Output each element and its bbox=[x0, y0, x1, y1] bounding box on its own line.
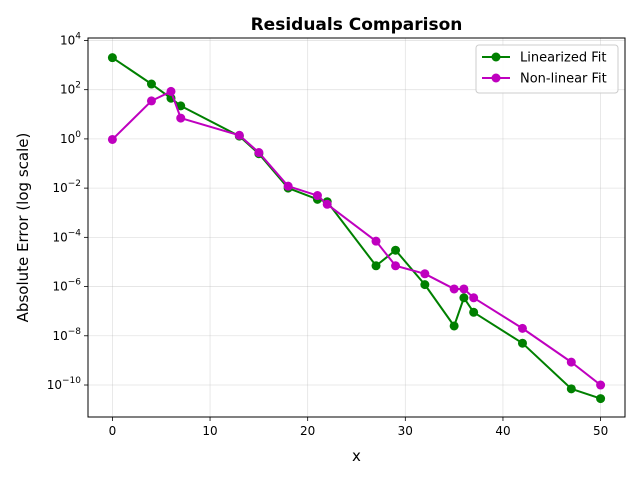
x-axis-label: x bbox=[352, 447, 361, 465]
x-tick-label: 30 bbox=[398, 424, 413, 438]
data-point-nonlinear bbox=[596, 380, 606, 390]
data-point-nonlinear bbox=[371, 236, 381, 246]
data-point-nonlinear bbox=[391, 261, 401, 271]
data-point-linearized bbox=[469, 307, 479, 317]
x-tick-label: 0 bbox=[109, 424, 117, 438]
data-point-nonlinear bbox=[107, 134, 117, 144]
x-tick-label: 20 bbox=[300, 424, 315, 438]
data-point-linearized bbox=[107, 53, 117, 63]
data-point-nonlinear bbox=[517, 323, 527, 333]
data-point-nonlinear bbox=[283, 181, 293, 191]
data-point-nonlinear bbox=[146, 96, 156, 106]
y-tick-label: 10−8 bbox=[52, 327, 81, 343]
legend-label-nonlinear: Non-linear Fit bbox=[520, 72, 607, 87]
y-tick-label: 104 bbox=[60, 31, 81, 47]
y-tick-label: 100 bbox=[60, 130, 81, 146]
data-point-linearized bbox=[420, 280, 430, 290]
data-point-nonlinear bbox=[449, 284, 459, 294]
x-tick-label: 40 bbox=[495, 424, 510, 438]
y-tick-label: 102 bbox=[60, 81, 81, 97]
legend-box bbox=[475, 44, 619, 94]
data-point-nonlinear bbox=[469, 293, 479, 303]
x-axis-ticks: 0 10 20 30 40 50 bbox=[109, 417, 608, 438]
series-line-linearized bbox=[111, 56, 601, 400]
series-layer bbox=[107, 53, 606, 404]
legend: Linearized Fit Non-linear Fit bbox=[475, 44, 619, 94]
data-point-linearized bbox=[517, 338, 527, 348]
series-line-nonlinear bbox=[111, 90, 602, 386]
legend-label-linearized: Linearized Fit bbox=[520, 51, 606, 66]
legend-marker-linearized bbox=[491, 52, 501, 62]
chart-title: Residuals Comparison bbox=[251, 15, 463, 35]
plot-area-frame bbox=[87, 37, 626, 418]
data-point-linearized bbox=[371, 261, 381, 271]
data-point-linearized bbox=[566, 384, 576, 394]
y-tick-label: 10−6 bbox=[52, 278, 81, 294]
data-point-linearized bbox=[176, 101, 186, 111]
data-point-nonlinear bbox=[254, 148, 264, 158]
y-axis-ticks: 10−10 10−8 10−6 10−4 10−2 100 102 104 bbox=[47, 31, 88, 392]
data-point-nonlinear bbox=[176, 113, 186, 123]
y-axis-label: Absolute Error (log scale) bbox=[14, 133, 32, 323]
data-point-nonlinear bbox=[420, 269, 430, 279]
data-point-linearized bbox=[596, 394, 606, 404]
y-tick-label: 10−10 bbox=[47, 376, 82, 392]
data-point-linearized bbox=[391, 245, 401, 255]
y-tick-label: 10−2 bbox=[52, 179, 81, 195]
data-point-nonlinear bbox=[459, 284, 469, 294]
data-point-linearized bbox=[449, 321, 459, 331]
legend-marker-nonlinear bbox=[491, 73, 501, 83]
data-point-nonlinear bbox=[166, 86, 176, 96]
data-point-nonlinear bbox=[322, 199, 332, 209]
y-tick-label: 10−4 bbox=[52, 228, 81, 244]
x-tick-label: 50 bbox=[593, 424, 608, 438]
data-point-linearized bbox=[459, 293, 469, 303]
data-point-nonlinear bbox=[312, 191, 322, 201]
data-point-nonlinear bbox=[234, 130, 244, 140]
data-point-linearized bbox=[146, 79, 156, 89]
data-point-nonlinear bbox=[566, 357, 576, 367]
x-tick-label: 10 bbox=[202, 424, 217, 438]
